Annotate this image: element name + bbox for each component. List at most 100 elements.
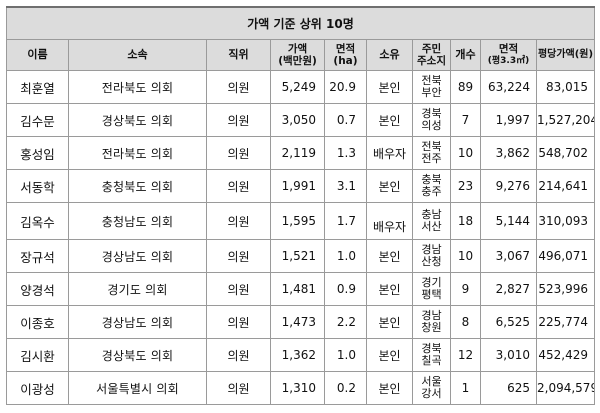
cell-pyeong: 3,010 xyxy=(480,338,537,372)
cell-address: 전북 전주 xyxy=(412,136,451,170)
cell-value: 1,481 xyxy=(270,272,325,306)
cell-owner: 본인 xyxy=(366,305,413,339)
cell-price: 523,996 xyxy=(535,272,596,306)
cell-address: 경기 평택 xyxy=(412,272,451,306)
cell-price: 548,702 xyxy=(535,136,596,170)
cell-name: 홍성임 xyxy=(6,136,69,170)
cell-name: 서동학 xyxy=(6,169,69,203)
cell-count: 1 xyxy=(450,371,481,405)
cell-area: 1.7 xyxy=(324,202,367,240)
cell-address: 경남 창원 xyxy=(412,305,451,339)
cell-pyeong: 6,525 xyxy=(480,305,537,339)
header-name: 이름 xyxy=(6,39,69,71)
cell-address-line2: 창원 xyxy=(421,321,442,334)
cell-pyeong: 2,827 xyxy=(480,272,537,306)
cell-price: 452,429 xyxy=(535,338,596,372)
header-area: 면적 (ha) xyxy=(324,39,367,71)
header-pyeong: 면적 (평3.3㎡) xyxy=(480,39,537,71)
cell-org: 충청남도 의회 xyxy=(68,202,207,240)
cell-org: 전라북도 의회 xyxy=(68,70,207,104)
cell-position: 의원 xyxy=(206,202,271,240)
cell-count: 12 xyxy=(450,338,481,372)
cell-count: 23 xyxy=(450,169,481,203)
cell-value: 1,362 xyxy=(270,338,325,372)
header-value-line2: (백만원) xyxy=(278,55,317,67)
cell-pyeong: 1,997 xyxy=(480,103,537,137)
cell-address: 충남 서산 xyxy=(412,202,451,240)
table-row: 서동학 충청북도 의회 의원 1,991 3.1 본인 충북 충주 23 9,27… xyxy=(6,169,596,203)
cell-pyeong: 3,067 xyxy=(480,239,537,273)
cell-position: 의원 xyxy=(206,136,271,170)
cell-address-line2: 충주 xyxy=(421,185,442,198)
header-pyeong-line2: (평3.3㎡) xyxy=(487,56,530,66)
cell-address-line1: 경남 xyxy=(421,243,442,256)
cell-name: 이광성 xyxy=(6,371,69,405)
header-address-line1: 주민 xyxy=(421,43,442,55)
cell-price: 2,094,579 xyxy=(535,371,596,405)
cell-position: 의원 xyxy=(206,70,271,104)
cell-address: 경북 칠곡 xyxy=(412,338,451,372)
cell-address-line2: 의성 xyxy=(421,119,442,132)
cell-area: 1.0 xyxy=(324,338,367,372)
cell-price: 1,527,204 xyxy=(535,103,596,137)
header-position: 직위 xyxy=(206,39,271,71)
cell-address-line1: 경북 xyxy=(421,342,442,355)
cell-org: 경상남도 의회 xyxy=(68,305,207,339)
table-row: 김시환 경상북도 의회 의원 1,362 1.0 본인 경북 칠곡 12 3,01… xyxy=(6,338,596,372)
table-row: 최훈열 전라북도 의회 의원 5,249 20.9 본인 전북 부안 89 63,… xyxy=(6,70,596,104)
table-row: 김옥수 충청남도 의회 의원 1,595 1.7 배우자 충남 서산 18 5,1… xyxy=(6,202,596,240)
table-row: 홍성임 전라북도 의회 의원 2,119 1.3 배우자 전북 전주 10 3,8… xyxy=(6,136,596,170)
cell-name: 김옥수 xyxy=(6,202,69,240)
cell-address-line1: 경북 xyxy=(421,107,442,120)
cell-address-line2: 산청 xyxy=(421,255,442,268)
cell-name: 김수문 xyxy=(6,103,69,137)
cell-price: 310,093 xyxy=(535,202,596,240)
cell-owner: 배우자 xyxy=(366,136,413,170)
cell-org: 경상북도 의회 xyxy=(68,338,207,372)
header-pyeong-line1: 면적 xyxy=(498,43,519,55)
table-row: 이종호 경상남도 의회 의원 1,473 2.2 본인 경남 창원 8 6,525… xyxy=(6,305,596,339)
cell-area: 2.2 xyxy=(324,305,367,339)
cell-owner: 본인 xyxy=(366,371,413,405)
cell-address-line2: 칠곡 xyxy=(421,354,442,367)
cell-pyeong: 5,144 xyxy=(480,202,537,240)
table-row: 장규석 경상남도 의회 의원 1,521 1.0 본인 경남 산청 10 3,06… xyxy=(6,239,596,273)
cell-address: 충북 충주 xyxy=(412,169,451,203)
header-org: 소속 xyxy=(68,39,207,71)
cell-area: 1.3 xyxy=(324,136,367,170)
cell-position: 의원 xyxy=(206,103,271,137)
cell-address: 서울 강서 xyxy=(412,371,451,405)
cell-position: 의원 xyxy=(206,272,271,306)
cell-value: 1,473 xyxy=(270,305,325,339)
cell-area: 20.9 xyxy=(324,70,367,104)
cell-org: 경상남도 의회 xyxy=(68,239,207,273)
cell-address-line1: 충북 xyxy=(421,173,442,186)
cell-owner: 본인 xyxy=(366,239,413,273)
cell-owner: 본인 xyxy=(366,272,413,306)
cell-position: 의원 xyxy=(206,169,271,203)
cell-address-line1: 경남 xyxy=(421,309,442,322)
cell-price: 496,071 xyxy=(535,239,596,273)
cell-area: 0.9 xyxy=(324,272,367,306)
cell-value: 3,050 xyxy=(270,103,325,137)
cell-position: 의원 xyxy=(206,371,271,405)
cell-pyeong: 9,276 xyxy=(480,169,537,203)
cell-address-line1: 서울 xyxy=(421,375,442,388)
table-row: 이광성 서울특별시 의회 의원 1,310 0.2 본인 서울 강서 1 625 … xyxy=(6,371,596,405)
cell-owner: 본인 xyxy=(366,70,413,104)
cell-value: 1,595 xyxy=(270,202,325,240)
cell-area: 3.1 xyxy=(324,169,367,203)
cell-owner: 배우자 xyxy=(366,202,413,240)
cell-value: 1,991 xyxy=(270,169,325,203)
cell-count: 10 xyxy=(450,136,481,170)
cell-price: 214,641 xyxy=(535,169,596,203)
cell-area: 0.7 xyxy=(324,103,367,137)
cell-name: 이종호 xyxy=(6,305,69,339)
header-area-line2: (ha) xyxy=(333,55,358,67)
header-count: 개수 xyxy=(450,39,481,71)
cell-position: 의원 xyxy=(206,338,271,372)
cell-position: 의원 xyxy=(206,305,271,339)
cell-value: 1,521 xyxy=(270,239,325,273)
cell-org: 경상북도 의회 xyxy=(68,103,207,137)
cell-owner: 본인 xyxy=(366,169,413,203)
